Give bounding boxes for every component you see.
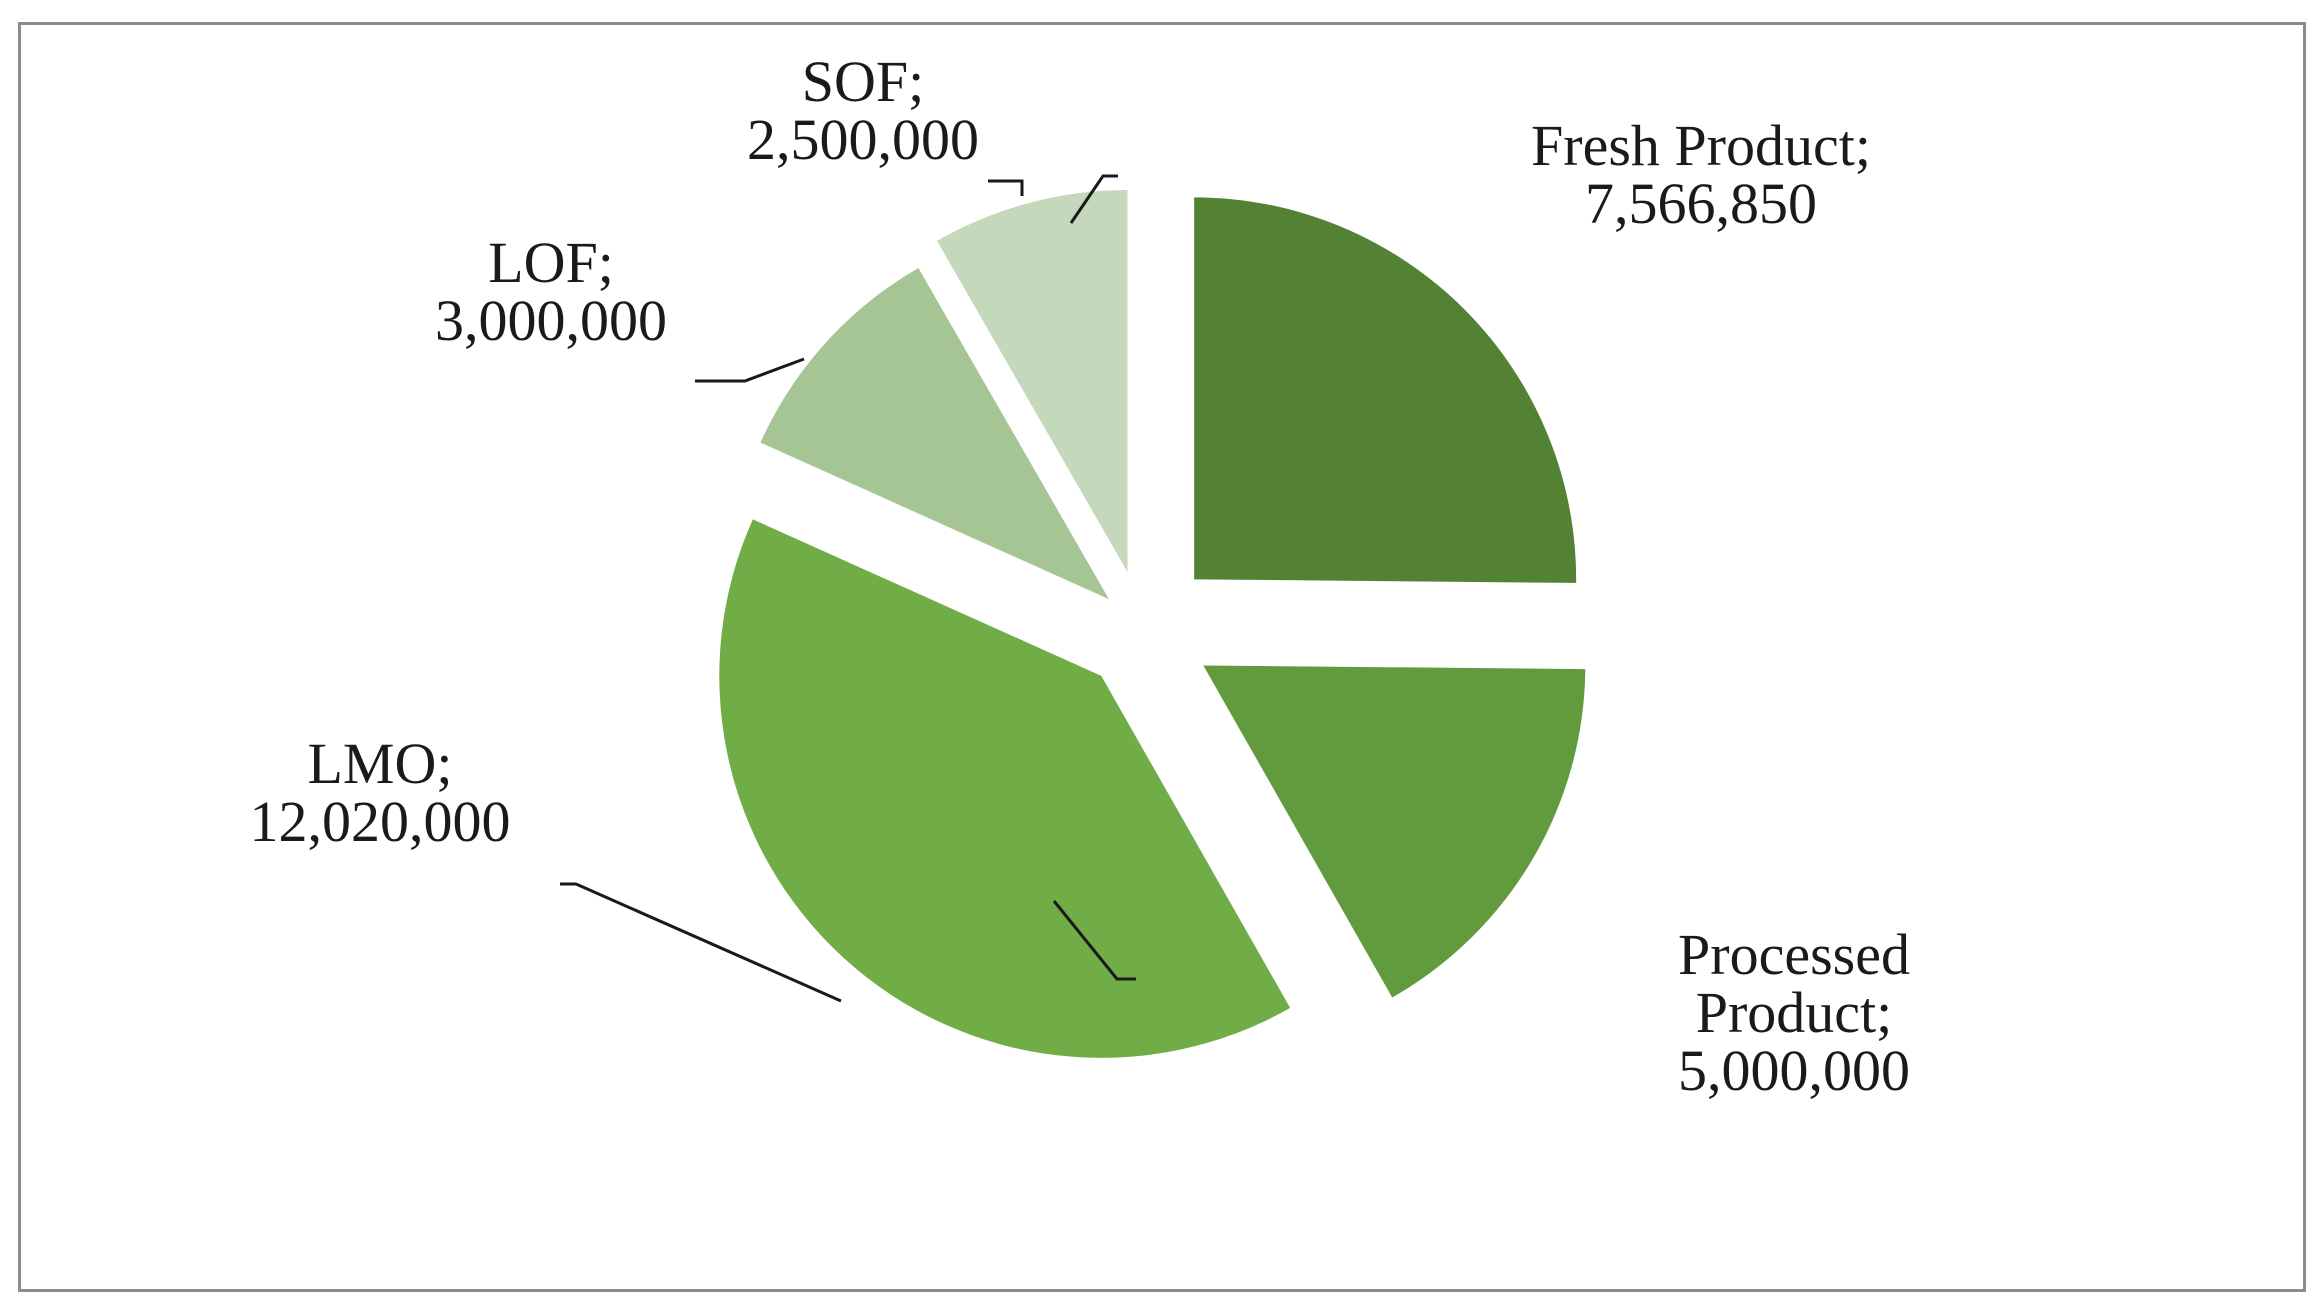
data-label: LMO; 12,020,000 [250,731,511,854]
data-label-line: 5,000,000 [1678,1038,1910,1103]
data-label-line: 7,566,850 [1585,171,1817,236]
data-label-line: SOF; [802,49,925,114]
data-label-line: LOF; [488,230,614,295]
leader-line [1052,900,1136,981]
data-label-line: 3,000,000 [435,288,667,353]
pie-slice-fresh-product [1194,197,1577,583]
data-label-line: Processed [1678,922,1910,987]
data-label: Processed Product; 5,000,000 [1678,922,1910,1103]
pie-slice-lmo [719,519,1291,1058]
data-label-line: 12,020,000 [250,789,511,854]
chart-frame: Fresh Product; 7,566,850 Processed Product;… [18,22,2306,1292]
leader-line [1069,174,1118,224]
data-label: LOF; 3,000,000 [435,230,667,353]
data-label-line: Product; [1696,980,1893,1045]
data-label-line: LMO; [308,731,453,796]
data-label-line: 2,500,000 [747,107,979,172]
data-label-line: Fresh Product; [1531,113,1871,178]
pie-slice-sof [937,190,1128,573]
pie-slice-processed-product [1203,665,1586,998]
data-label: SOF; 2,500,000 [747,49,979,172]
data-label: Fresh Product; 7,566,850 [1531,113,1871,236]
leader-line [695,357,805,383]
pie-chart: Fresh Product; 7,566,850 Processed Product;… [250,49,1911,1103]
leader-line [988,179,1024,196]
leader-line [560,882,842,1003]
pie-slice-lof [760,268,1109,600]
